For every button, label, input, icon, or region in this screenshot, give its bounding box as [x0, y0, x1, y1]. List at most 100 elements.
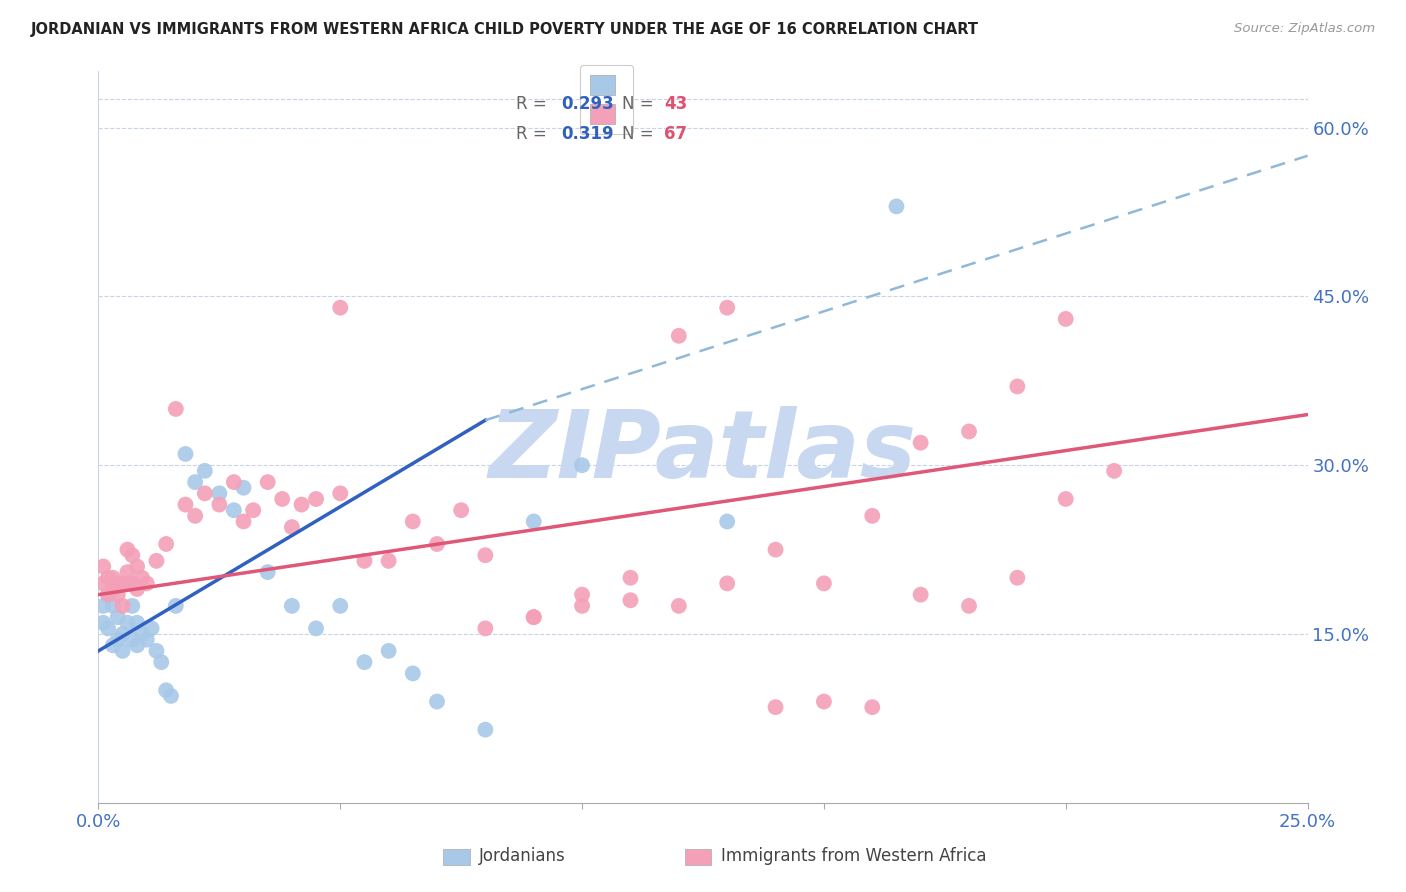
Point [474, 621, 496, 635]
Point [571, 599, 593, 613]
Point [305, 621, 328, 635]
Point [121, 548, 143, 562]
Point [97, 588, 120, 602]
Bar [443, 849, 470, 865]
Point [329, 599, 352, 613]
Point [127, 582, 149, 596]
Point [101, 582, 124, 596]
Point [426, 537, 449, 551]
Point [813, 694, 835, 708]
Text: JORDANIAN VS IMMIGRANTS FROM WESTERN AFRICA CHILD POVERTY UNDER THE AGE OF 16 CO: JORDANIAN VS IMMIGRANTS FROM WESTERN AFR… [31, 22, 979, 37]
Point [1102, 464, 1125, 478]
Point [256, 565, 278, 579]
Point [765, 542, 787, 557]
Point [716, 515, 738, 529]
Text: ZIPatlas: ZIPatlas [489, 406, 917, 498]
Point [860, 700, 883, 714]
Point [329, 486, 352, 500]
Point [111, 627, 134, 641]
Point [141, 621, 163, 635]
Point [271, 491, 294, 506]
Point [377, 554, 399, 568]
Text: 67: 67 [664, 125, 688, 143]
Point [305, 491, 328, 506]
Point [97, 588, 120, 602]
Point [886, 199, 908, 213]
Point [208, 486, 231, 500]
Point [222, 475, 245, 489]
Point [619, 593, 641, 607]
Point [135, 632, 157, 647]
Point [127, 615, 149, 630]
Point [150, 655, 173, 669]
Point [716, 576, 738, 591]
Point [402, 666, 425, 681]
Point [160, 689, 183, 703]
Point [813, 576, 835, 591]
Point [91, 576, 114, 591]
Point [184, 508, 207, 523]
Point [232, 481, 254, 495]
Point [1054, 491, 1077, 506]
Point [91, 599, 114, 613]
Text: R =: R = [516, 95, 551, 113]
Point [165, 599, 187, 613]
Point [174, 498, 197, 512]
Point [127, 559, 149, 574]
Point [107, 576, 129, 591]
Point [91, 559, 114, 574]
Point [377, 644, 399, 658]
Point [155, 537, 177, 551]
Point [135, 576, 157, 591]
Point [571, 588, 593, 602]
Point [765, 700, 787, 714]
Point [111, 599, 134, 613]
Point [860, 508, 883, 523]
Point [1007, 379, 1029, 393]
Point [523, 610, 546, 624]
Point [174, 447, 197, 461]
Point [281, 599, 304, 613]
Point [450, 503, 472, 517]
Point [101, 599, 124, 613]
Point [121, 632, 143, 647]
Point [155, 683, 177, 698]
Text: N =: N = [621, 125, 659, 143]
Text: 0.319: 0.319 [561, 125, 614, 143]
Point [474, 548, 496, 562]
Point [117, 565, 139, 579]
Point [474, 723, 496, 737]
Point [668, 328, 690, 343]
Point [131, 627, 153, 641]
Point [256, 475, 278, 489]
Point [222, 503, 245, 517]
Point [145, 644, 167, 658]
Point [121, 576, 143, 591]
Text: Jordanians: Jordanians [479, 847, 567, 865]
Point [194, 464, 217, 478]
Point [716, 301, 738, 315]
Point [910, 435, 932, 450]
Point [353, 554, 375, 568]
Point [1007, 571, 1029, 585]
Point [131, 571, 153, 585]
Point [353, 655, 375, 669]
Legend: , : , [579, 65, 633, 134]
Point [290, 498, 312, 512]
Point [242, 503, 264, 517]
Point [101, 571, 124, 585]
Point [184, 475, 207, 489]
Point [329, 301, 352, 315]
Point [91, 615, 114, 630]
Point [97, 571, 120, 585]
Text: R =: R = [516, 125, 551, 143]
Point [97, 621, 120, 635]
Bar [685, 849, 711, 865]
Point [117, 542, 139, 557]
Point [910, 588, 932, 602]
Point [957, 599, 980, 613]
Point [957, 425, 980, 439]
Point [232, 515, 254, 529]
Point [426, 694, 449, 708]
Point [145, 554, 167, 568]
